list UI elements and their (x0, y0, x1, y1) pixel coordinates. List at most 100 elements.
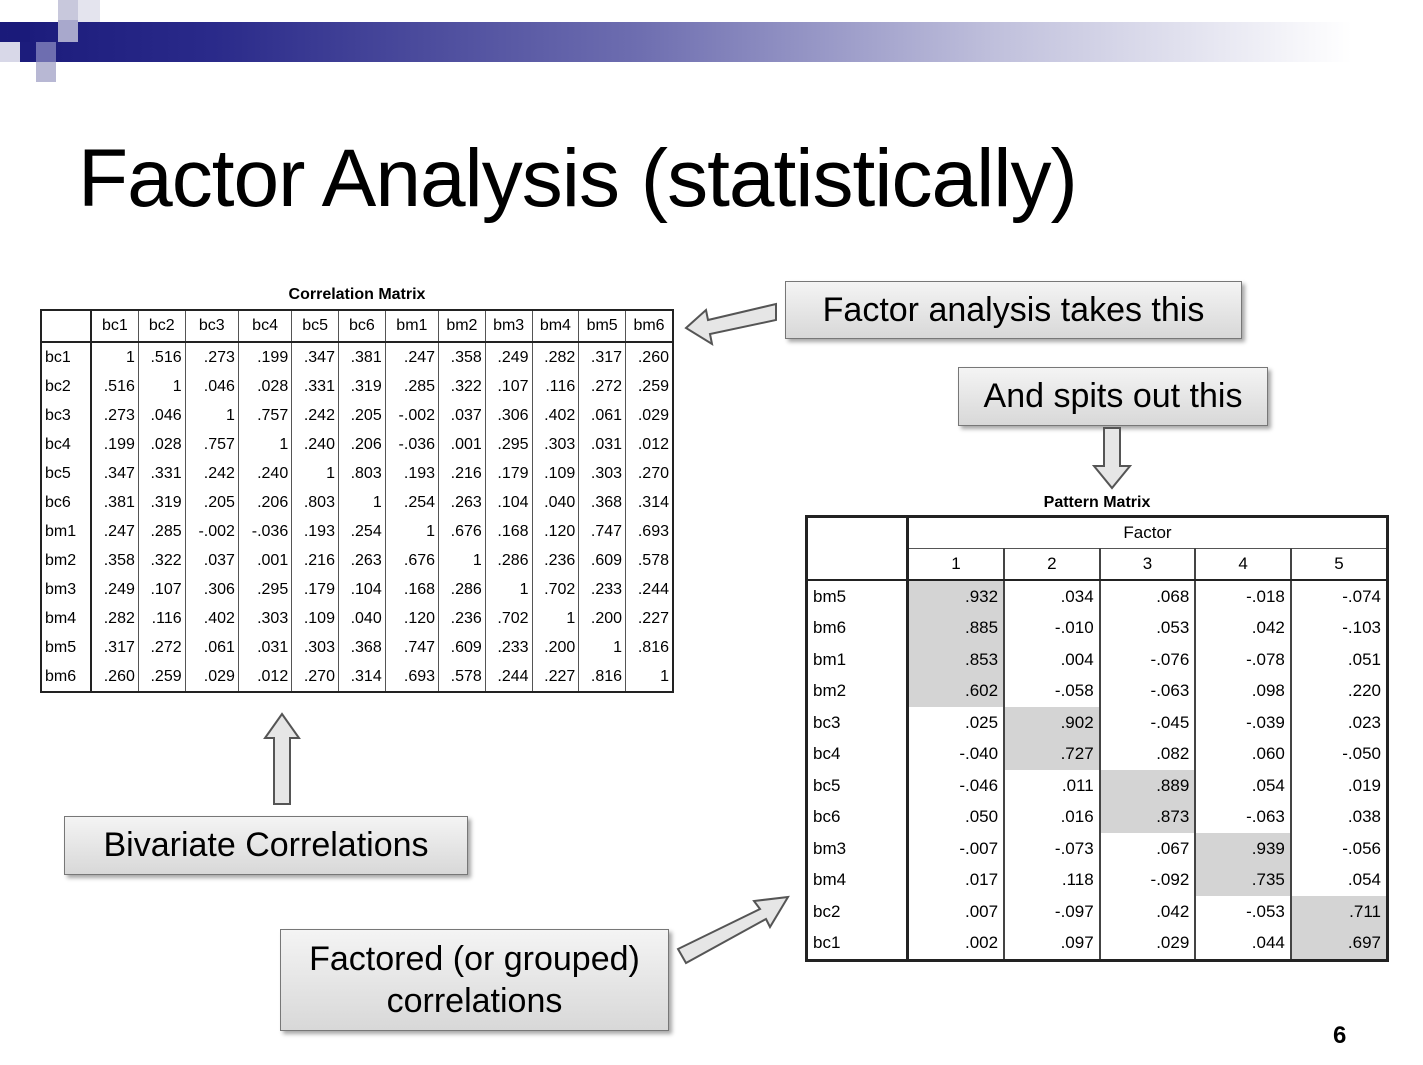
pattern-cell-highlighted: .885 (907, 612, 1006, 644)
corr-cell: .285 (385, 372, 440, 401)
corr-cell: .282 (532, 342, 580, 372)
corr-cell: .270 (625, 459, 674, 488)
corr-cell: .747 (578, 517, 627, 546)
corr-col-header: bc6 (338, 310, 386, 343)
pattern-cell: .029 (1099, 927, 1197, 961)
corr-col-header: bc4 (238, 310, 293, 343)
pattern-cell-highlighted: .735 (1195, 864, 1292, 896)
corr-cell: 1 (91, 342, 139, 372)
corr-cell: .263 (438, 488, 486, 517)
corr-row-label: bc5 (41, 459, 92, 488)
pattern-row-label: bm1 (806, 644, 909, 676)
corr-cell: .816 (625, 633, 674, 662)
corr-cell: -.036 (238, 517, 293, 546)
pattern-cell: -.103 (1290, 612, 1389, 644)
corr-cell: .240 (238, 459, 293, 488)
corr-cell: -.002 (185, 517, 239, 546)
corr-cell: .104 (485, 488, 533, 517)
pattern-cell-highlighted: .932 (907, 580, 1006, 613)
corr-cell: .233 (485, 633, 533, 662)
corr-cell: 1 (138, 372, 186, 401)
corr-cell: .029 (625, 401, 674, 430)
corr-cell: .322 (138, 546, 186, 575)
corr-cell: .319 (138, 488, 186, 517)
pattern-cell: -.039 (1195, 707, 1292, 739)
corr-cell: 1 (532, 604, 580, 633)
corr-cell: .272 (578, 372, 627, 401)
corr-row-label: bc1 (41, 342, 92, 372)
corr-cell: .282 (91, 604, 139, 633)
pattern-cell: .067 (1099, 833, 1197, 865)
pattern-cell: .025 (907, 707, 1006, 739)
corr-cell: .031 (578, 430, 627, 459)
corr-cell: .040 (532, 488, 580, 517)
correlation-matrix-table: bc1 bc2 bc3 bc4 bc5 bc6 bm1 bm2 bm3 bm4 bm5 bm6 bc1… (40, 309, 674, 693)
pattern-row-label: bm3 (806, 833, 909, 865)
pattern-cell: .011 (1004, 770, 1101, 802)
corr-cell: .247 (385, 342, 440, 372)
corr-cell: .272 (138, 633, 186, 662)
corr-cell: .120 (385, 604, 440, 633)
corr-cell: .040 (338, 604, 386, 633)
corr-cell: 1 (438, 546, 486, 575)
corr-cell: .216 (438, 459, 486, 488)
corr-col-header: bm2 (438, 310, 486, 343)
corr-cell: .286 (485, 546, 533, 575)
corr-cell: 1 (238, 430, 293, 459)
corr-cell: .116 (138, 604, 186, 633)
pattern-row: bm1.853.004 -.076 -.078.051 (806, 644, 1389, 676)
page-number: 6 (1333, 1022, 1347, 1049)
corr-cell: .273 (185, 342, 239, 372)
corr-cell: .303 (578, 459, 627, 488)
corr-cell: .179 (291, 575, 339, 604)
header-gradient-bar (0, 22, 1423, 62)
pattern-cell: .098 (1195, 675, 1292, 707)
corr-cell: .200 (578, 604, 627, 633)
corr-cell: .193 (385, 459, 440, 488)
corr-cell: .259 (138, 662, 186, 692)
pattern-cell: .042 (1195, 612, 1292, 644)
corr-cell: .358 (438, 342, 486, 372)
corr-cell: .331 (138, 459, 186, 488)
corr-col-header: bm1 (385, 310, 440, 343)
corr-cell: .116 (532, 372, 580, 401)
slide-title: Factor Analysis (statistically) (78, 133, 1078, 224)
corr-row: bc5.347.331.242.240 1.803.193.216.179.109… (41, 459, 674, 488)
pattern-row: bc4 -.040.727.082.060 -.050 (806, 738, 1389, 770)
corr-cell: .260 (625, 342, 674, 372)
factor-col-header: 1 (907, 548, 1006, 581)
corr-cell: .061 (578, 401, 627, 430)
pattern-row-label: bm4 (806, 864, 909, 896)
corr-cell: .028 (138, 430, 186, 459)
corr-cell: .816 (578, 662, 627, 692)
corr-cell: .303 (291, 633, 339, 662)
corr-cell: 1 (625, 662, 674, 692)
left-arrow-icon (684, 302, 777, 347)
corr-row-label: bc3 (41, 401, 92, 430)
corr-cell: .168 (485, 517, 533, 546)
corr-row: bc3.273.046 1.757.242.205 -.002.037.306.40… (41, 401, 674, 430)
corr-cell: .012 (238, 662, 293, 692)
corr-cell: .322 (438, 372, 486, 401)
pattern-row: bm5.932.034.068 -.018 -.074 (806, 580, 1389, 613)
corr-col-header: bm5 (578, 310, 627, 343)
corr-cell: -.002 (385, 401, 440, 430)
pattern-cell: .220 (1290, 675, 1389, 707)
corr-cell: .273 (91, 401, 139, 430)
corr-cell: .331 (291, 372, 339, 401)
pattern-row-label: bc1 (806, 927, 909, 961)
pattern-cell: .042 (1099, 896, 1197, 928)
corner-cell (806, 516, 909, 581)
corr-cell: .295 (238, 575, 293, 604)
corr-cell: .242 (291, 401, 339, 430)
up-arrow-icon (263, 712, 301, 805)
corr-cell: .803 (338, 459, 386, 488)
pattern-cell: .118 (1004, 864, 1101, 896)
pattern-cell-highlighted: .853 (907, 644, 1006, 676)
diagonal-arrow-icon (676, 895, 790, 965)
corr-cell: .012 (625, 430, 674, 459)
corr-cell: .314 (338, 662, 386, 692)
corr-cell: .381 (91, 488, 139, 517)
corr-cell: .233 (578, 575, 627, 604)
corr-row-label: bm2 (41, 546, 92, 575)
